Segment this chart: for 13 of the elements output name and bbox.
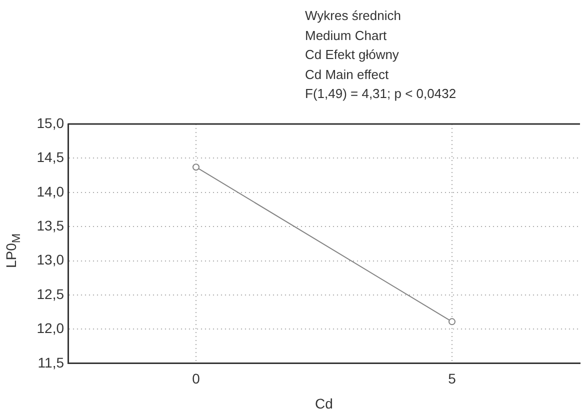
chart-subtitle: F(1,49) = 4,31; p < 0,0432 [305,85,456,103]
x-tick-label: 0 [192,370,200,387]
y-tick-label: 11,5 [38,354,64,370]
x-tick-label: 5 [448,370,456,387]
y-tick-label: 13,0 [36,252,64,268]
y-tick-label: 13,5 [36,217,64,234]
y-tick-label: 15,0 [36,114,64,131]
y-tick-label: 14,5 [36,149,64,166]
y-tick-label: 12,0 [36,320,64,336]
y-tick-label: 14,0 [36,183,64,200]
y-tick-label: 12,5 [36,286,64,302]
x-axis-title: Cd [315,395,333,412]
chart-title: Wykres średnich Medium Chart Cd Efekt główny Cd Main effect [305,7,402,84]
